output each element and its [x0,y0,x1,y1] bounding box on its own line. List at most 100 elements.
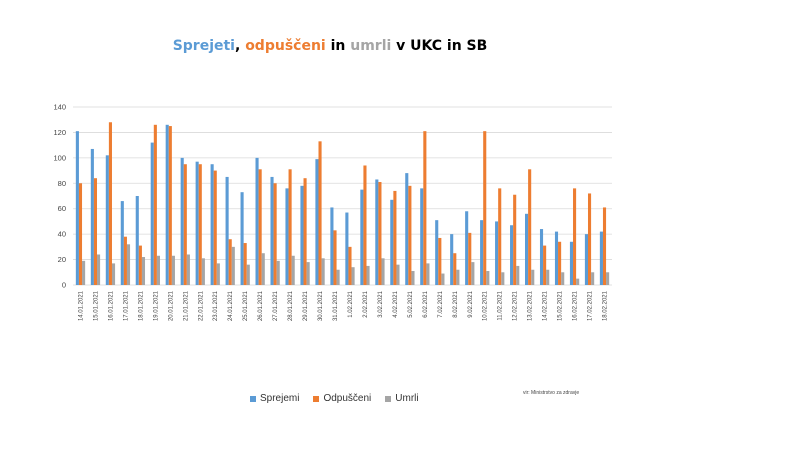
bar-umrli [261,253,265,285]
x-tick-label: 24.01.2021 [228,290,234,321]
bar-odpusceni [273,183,277,285]
x-tick-label: 6.02.2021 [423,290,429,317]
x-tick-label: 15.02.2021 [558,290,564,321]
bar-sprejemi [345,212,349,285]
x-tick-label: 23.01.2021 [213,290,219,321]
y-tick-label: 80 [58,179,66,188]
bar-sprejemi [360,189,364,285]
bar-umrli [456,269,460,285]
bar-odpusceni [587,193,592,285]
bar-sprejemi [599,231,603,285]
x-tick-label: 13.02.2021 [528,290,534,321]
bar-odpusceni [153,124,157,285]
bar-sprejemi [150,142,154,285]
bar-odpusceni [348,246,352,285]
x-tick-label: 29.01.2021 [303,290,309,321]
bars [75,122,610,285]
bar-umrli [216,263,220,285]
x-tick-label: 15.01.2021 [93,290,99,321]
bar-umrli [381,258,385,285]
legend-swatch-odpusceni [313,395,320,402]
bar-sprejemi [135,196,139,285]
legend-item-odpusceni: Odpuščeni [313,393,371,404]
bar-odpusceni [528,169,532,285]
bar-odpusceni [423,131,427,285]
bar-umrli [111,263,116,285]
bar-sprejemi [300,185,304,285]
bar-umrli [306,262,310,285]
bar-sprejemi [180,157,184,285]
bar-odpusceni [408,185,412,285]
bar-odpusceni [228,239,232,285]
bar-umrli [366,265,370,285]
x-tick-label: 17.02.2021 [588,290,594,321]
bar-sprejemi [330,207,334,285]
bar-odpusceni [543,245,547,285]
bar-umrli [591,272,595,285]
bar-sprejemi [539,229,544,285]
y-tick-label: 140 [53,103,66,112]
y-tick-label: 100 [53,153,66,162]
bar-umrli [321,258,325,285]
bar-sprejemi [584,234,588,285]
bar-sprejemi [435,220,439,285]
bar-sprejemi [120,201,124,285]
bar-sprejemi [375,179,379,285]
bar-sprejemi [270,176,274,285]
bar-odpusceni [123,236,127,285]
y-tick-label: 60 [58,204,66,213]
bar-sprejemi [195,161,199,285]
bar-sprejemi [240,192,244,285]
bar-umrli [336,269,340,285]
y-axis-ticks: 0 20 40 60 80 100 120 140 [53,103,66,290]
y-tick-label: 20 [58,255,66,264]
bar-odpusceni [258,169,262,285]
bar-odpusceni [108,122,112,285]
x-tick-label: 26.01.2021 [258,290,264,321]
bar-sprejemi [90,148,94,285]
x-axis-ticks: 14.01.2021 15.01.2021 16.01.2021 17.01.2021… [78,290,608,321]
bar-umrli [156,255,160,285]
bar-umrli [186,254,190,285]
bar-odpusceni [198,164,202,285]
bar-sprejemi [165,124,169,285]
legend-item-sprejemi: Sprejemi [250,393,299,404]
x-tick-label: 9.02.2021 [468,290,474,317]
x-tick-label: 21.01.2021 [183,290,189,321]
bar-umrli [501,272,505,285]
bar-umrli [82,260,86,285]
bar-odpusceni [78,183,83,285]
bar-odpusceni [393,190,397,285]
y-tick-label: 120 [53,128,66,137]
bar-sprejemi [495,221,499,285]
bar-odpusceni [363,165,367,285]
bar-odpusceni [468,232,472,285]
bar-sprejemi [405,173,409,285]
bar-odpusceni [498,188,502,285]
bar-umrli [97,254,101,285]
bar-odpusceni [138,245,142,285]
gridlines [73,106,612,286]
x-tick-label: 30.01.2021 [318,290,324,321]
y-tick-label: 40 [58,230,66,239]
bar-odpusceni [378,182,382,285]
x-tick-label: 17.01.2021 [123,290,129,321]
bar-odpusceni [573,188,577,285]
bar-umrli [411,271,415,285]
bar-odpusceni [168,126,172,285]
x-tick-label: 18.02.2021 [603,290,609,321]
bar-sprejemi [480,220,484,285]
bar-sprejemi [420,188,424,285]
x-tick-label: 16.02.2021 [573,290,579,321]
legend-label-umrli: Umrli [395,393,419,404]
bar-odpusceni [213,170,217,285]
title-rest: v UKC in SB [391,38,488,54]
bar-sprejemi [569,241,574,285]
bar-umrli [426,263,430,285]
y-tick-label: 0 [62,281,66,290]
x-tick-label: 31.01.2021 [333,290,339,321]
x-tick-label: 22.01.2021 [198,290,204,321]
x-tick-label: 1.02.2021 [348,290,354,317]
legend-label-odpusceni: Odpuščeni [323,393,372,404]
